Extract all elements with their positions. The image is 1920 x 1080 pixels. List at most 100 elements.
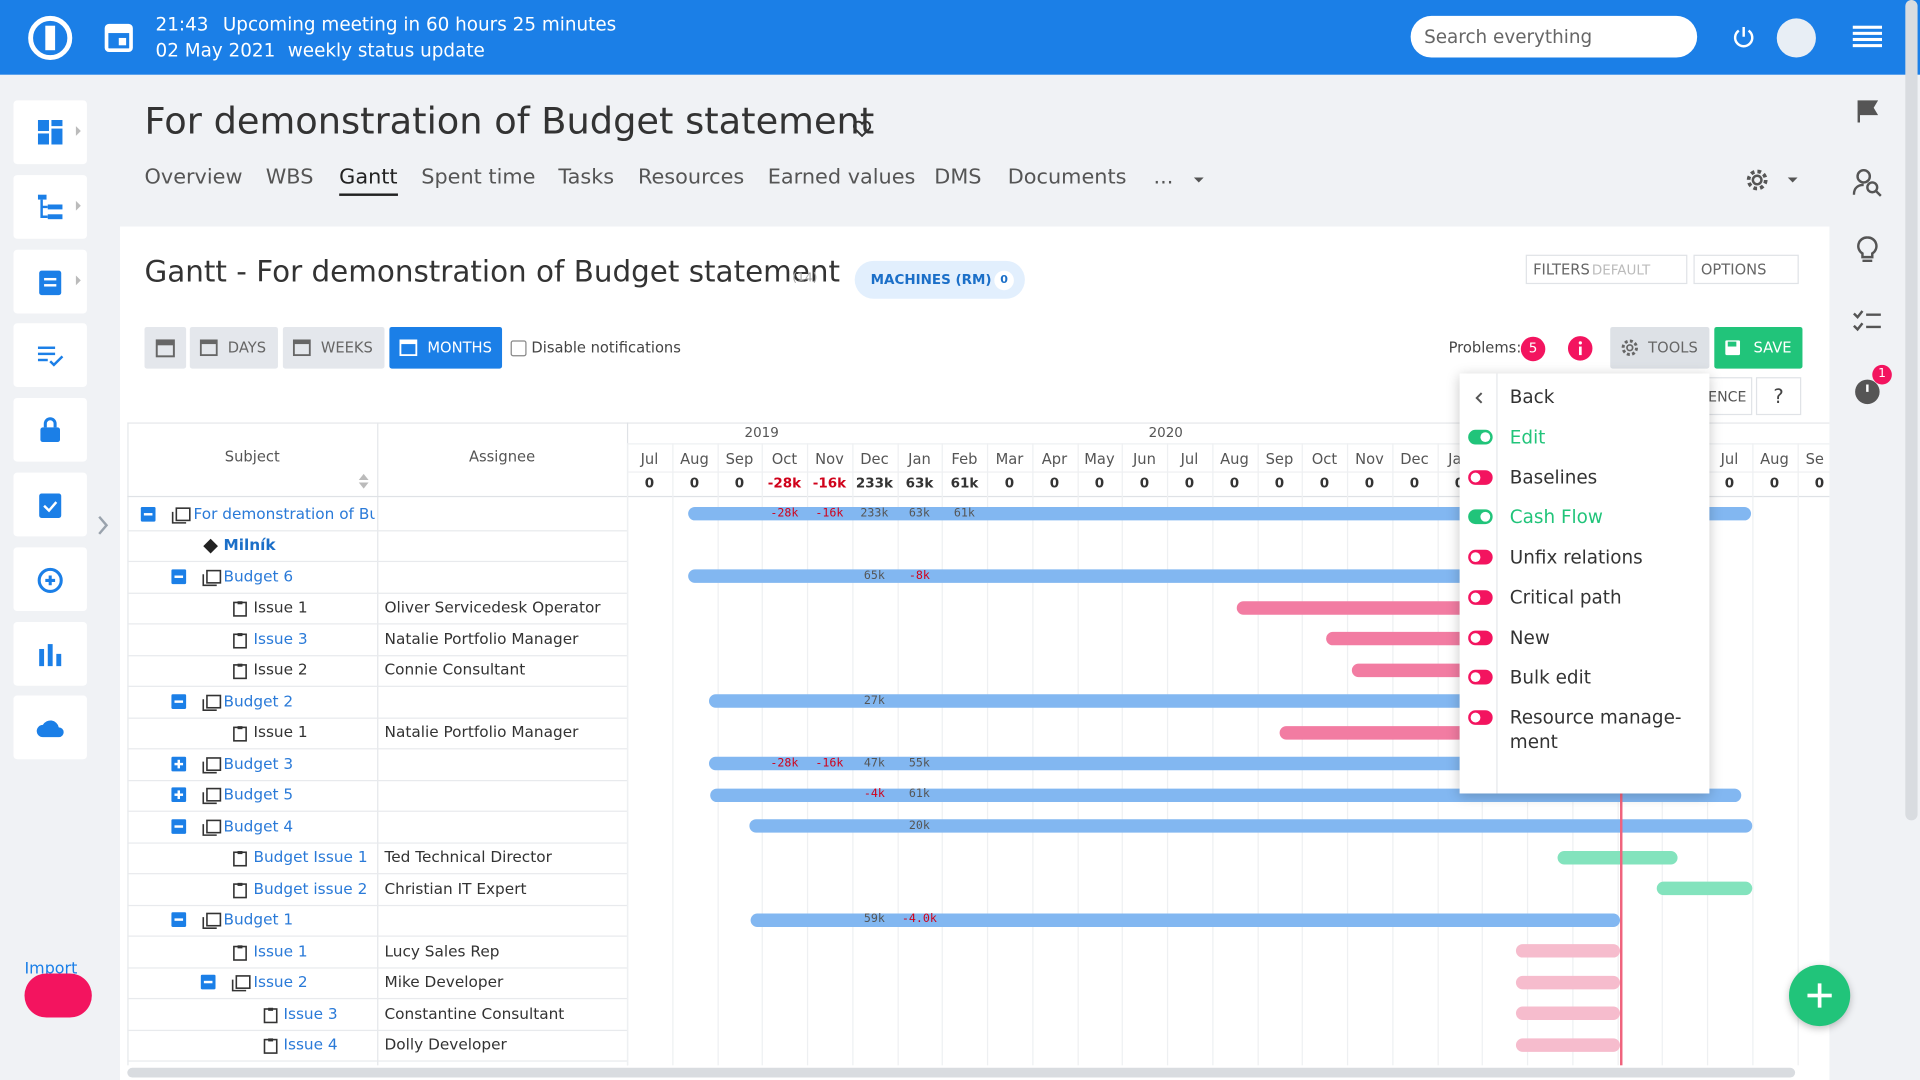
tab[interactable]: Earned values (767, 165, 916, 190)
row-subject[interactable]: Budget 2 (223, 691, 294, 710)
expand-sidebar[interactable] (96, 514, 111, 536)
menu-toggle[interactable] (1468, 429, 1493, 445)
bulb-icon[interactable] (1855, 235, 1879, 264)
tab[interactable]: Spent time (421, 165, 536, 190)
expander[interactable] (170, 912, 186, 928)
gantt-bar[interactable] (1557, 850, 1678, 865)
sidebar-item[interactable] (13, 398, 87, 462)
menu-item[interactable]: New (1509, 626, 1550, 649)
gantt-bar[interactable] (1656, 881, 1753, 896)
power-icon[interactable] (1731, 24, 1755, 48)
expander[interactable] (140, 506, 156, 522)
menu-toggle[interactable] (1468, 469, 1493, 485)
sidebar-item[interactable] (13, 695, 87, 760)
sidebar-item[interactable] (13, 472, 87, 537)
row-subject[interactable]: For demonstration of Budget statement (193, 504, 374, 523)
row-subject[interactable]: Budget issue 2 (253, 878, 368, 898)
sort-icon[interactable] (358, 471, 370, 494)
menu-item[interactable]: Bulk edit (1509, 666, 1591, 689)
meeting[interactable]: Upcoming meeting in 60 hours 25 minutes (222, 13, 617, 36)
sidebar-item[interactable] (13, 174, 87, 239)
tab[interactable]: Overview (144, 165, 243, 190)
tab[interactable]: Documents (1007, 165, 1127, 190)
row-subject[interactable]: Budget 6 (223, 566, 294, 586)
favorite-icon[interactable] (852, 120, 872, 138)
gantt-bar[interactable] (749, 819, 1753, 833)
user-search-icon[interactable] (1852, 168, 1882, 197)
expander[interactable] (170, 569, 186, 584)
menu-toggle[interactable] (1468, 509, 1493, 525)
expander[interactable] (170, 787, 186, 803)
logo[interactable] (27, 15, 74, 62)
tab[interactable]: Tasks (558, 165, 615, 190)
menu-item[interactable]: Cash Flow (1509, 506, 1603, 529)
gantt-scrollbar[interactable] (127, 1067, 1796, 1078)
menu-toggle[interactable] (1468, 549, 1493, 565)
row-subject[interactable]: Issue 3 (253, 629, 308, 648)
expander[interactable] (170, 818, 186, 834)
gantt-bar[interactable] (688, 569, 1482, 584)
timer-icon[interactable] (1853, 376, 1882, 405)
row-subject[interactable]: Budget 5 (223, 785, 294, 804)
menu-toggle[interactable] (1468, 670, 1493, 685)
tab[interactable]: WBS (265, 165, 314, 190)
back-icon[interactable] (1473, 391, 1485, 406)
zoom-button[interactable]: WEEKS (282, 326, 385, 369)
row-subject[interactable]: Milník (223, 535, 276, 554)
menu-toggle[interactable] (1468, 589, 1493, 605)
avatar[interactable] (1776, 18, 1816, 58)
row-subject[interactable]: Budget 1 (223, 910, 294, 929)
expander[interactable] (200, 975, 216, 990)
menu-toggle[interactable] (1468, 630, 1493, 645)
save-button[interactable]: SAVE (1714, 326, 1803, 369)
tabs-caret[interactable] (1191, 175, 1206, 185)
flag-icon[interactable] (1855, 98, 1882, 125)
gantt-bar[interactable] (1351, 663, 1482, 677)
page-scrollbar[interactable] (1905, 0, 1918, 821)
menu-item[interactable]: Critical path (1509, 586, 1622, 609)
sidebar-item[interactable] (13, 100, 87, 165)
checklist-icon[interactable] (1853, 309, 1882, 333)
menu-item[interactable]: Edit (1509, 426, 1546, 449)
gantt-bar[interactable] (750, 913, 1621, 927)
menu-item[interactable]: Baselines (1509, 466, 1598, 489)
tab[interactable]: Gantt (339, 165, 398, 196)
zoom-button[interactable]: DAYS (189, 326, 278, 369)
meeting-name[interactable]: weekly status update (287, 39, 485, 62)
menu-icon[interactable] (1852, 24, 1883, 48)
gantt-bar[interactable] (708, 757, 1482, 771)
row-subject[interactable]: Budget 3 (223, 753, 294, 773)
row-subject[interactable]: Budget 4 (223, 816, 294, 835)
calendar-icon[interactable] (104, 21, 133, 53)
expander[interactable] (170, 756, 186, 772)
row-subject[interactable]: Budget Issue 1 (253, 847, 368, 867)
row-subject[interactable]: Issue 2 (253, 972, 308, 991)
info-icon[interactable] (1567, 336, 1593, 362)
sidebar-item[interactable] (13, 249, 87, 313)
gantt-bar[interactable] (1515, 975, 1621, 990)
import-button[interactable] (24, 973, 92, 1018)
gantt-bar[interactable] (708, 694, 1482, 709)
row-subject[interactable]: Issue 3 (283, 1003, 338, 1023)
settings-caret[interactable] (1785, 175, 1800, 185)
gantt-bar[interactable] (1515, 1006, 1621, 1021)
filters-button[interactable] (1525, 254, 1688, 285)
search-box[interactable] (1410, 15, 1698, 58)
tab[interactable]: DMS (934, 165, 982, 190)
sidebar-item[interactable] (13, 547, 87, 611)
menu-item[interactable]: Resource manage-ment (1509, 706, 1682, 753)
help-button[interactable]: ? (1755, 377, 1802, 416)
today-button[interactable] (144, 326, 187, 369)
problems-count[interactable]: 5 (1520, 336, 1546, 362)
gantt-bar[interactable] (1515, 1038, 1621, 1052)
expander[interactable] (170, 693, 186, 709)
sidebar-item[interactable] (13, 323, 87, 388)
tab[interactable]: ... (1153, 165, 1174, 190)
sidebar-item[interactable] (13, 621, 87, 686)
notifications-checkbox[interactable] (510, 340, 527, 357)
menu-item[interactable]: Unfix relations (1509, 546, 1643, 569)
tab[interactable]: Resources (637, 165, 745, 190)
row-subject[interactable]: Issue 1 (253, 941, 308, 960)
settings-icon[interactable] (1744, 167, 1771, 194)
gantt-bar[interactable] (1515, 944, 1621, 958)
